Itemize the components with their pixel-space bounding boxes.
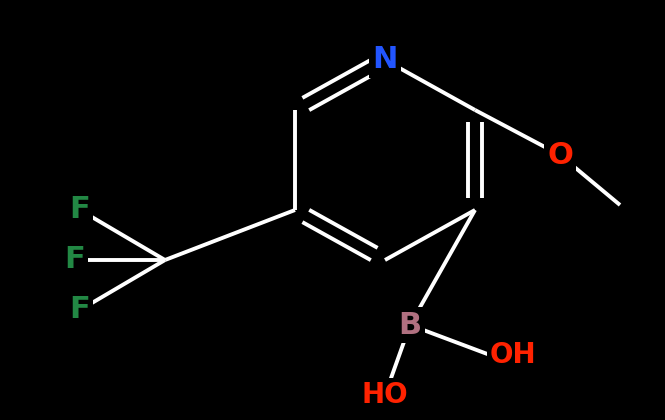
Text: OH: OH bbox=[490, 341, 537, 369]
Text: N: N bbox=[372, 45, 398, 74]
Text: HO: HO bbox=[362, 381, 408, 409]
Text: F: F bbox=[70, 195, 90, 225]
Text: F: F bbox=[70, 296, 90, 325]
Text: F: F bbox=[65, 246, 85, 275]
Text: O: O bbox=[547, 141, 573, 170]
Text: B: B bbox=[398, 310, 422, 339]
